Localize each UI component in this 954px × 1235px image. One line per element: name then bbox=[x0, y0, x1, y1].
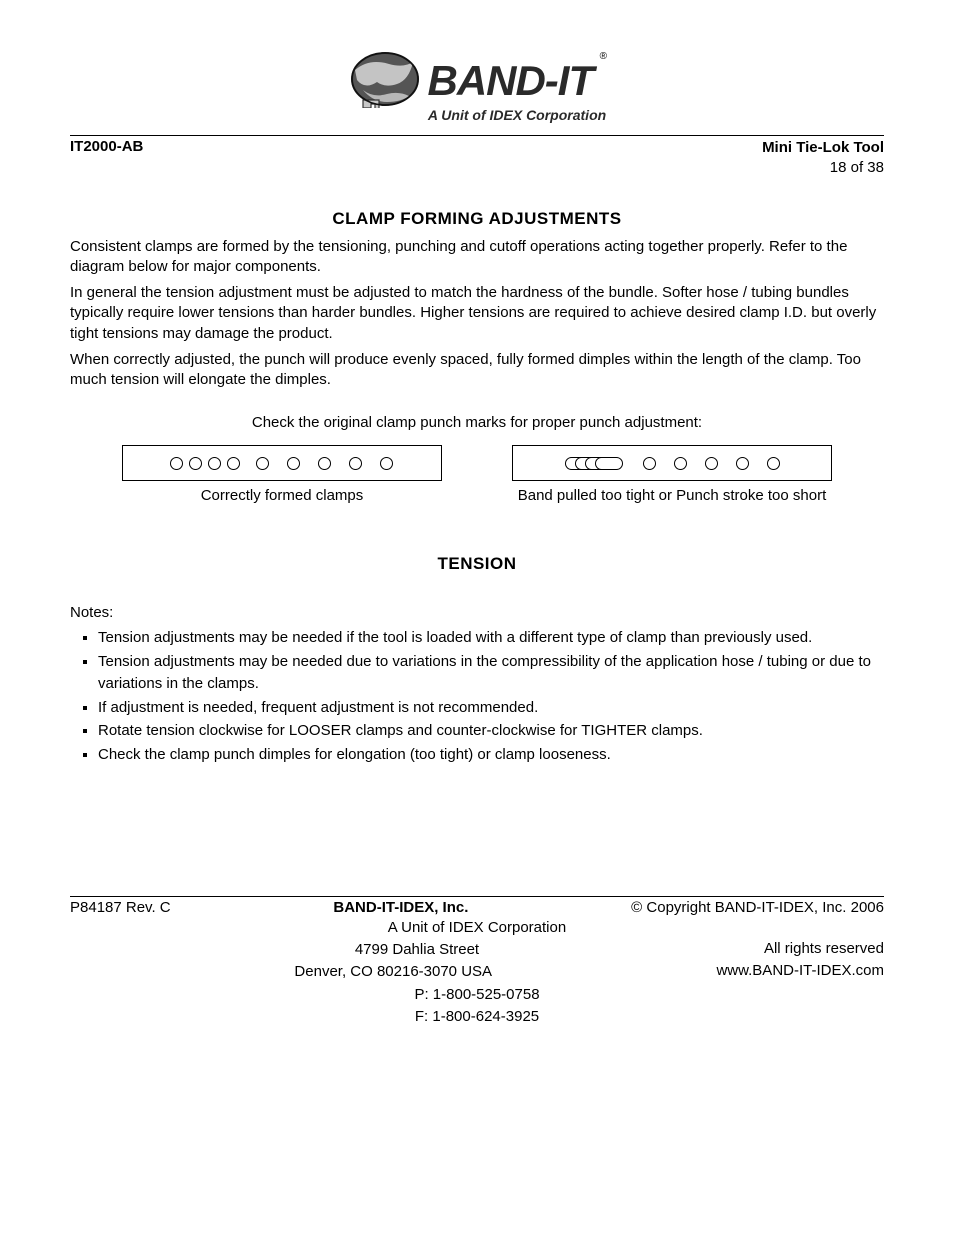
diagram-correct: Correctly formed clamps bbox=[122, 445, 442, 504]
footer-rights: All rights reserved bbox=[764, 940, 884, 960]
diagram-wrong-box bbox=[512, 445, 832, 481]
section1-title: CLAMP FORMING ADJUSTMENTS bbox=[70, 209, 884, 229]
dimple-icon bbox=[674, 457, 687, 470]
elongated-group-icon bbox=[565, 457, 625, 470]
page-count: 18 of 38 bbox=[762, 158, 884, 178]
dimple-icon bbox=[208, 457, 221, 470]
list-item: Rotate tension clockwise for LOOSER clam… bbox=[98, 720, 884, 742]
footer-addr2: 4799 Dahlia Street bbox=[355, 940, 479, 960]
dimple-icon bbox=[349, 457, 362, 470]
section1-p2: In general the tension adjustment must b… bbox=[70, 283, 884, 344]
dimple-icon bbox=[380, 457, 393, 470]
dimple-icon bbox=[767, 457, 780, 470]
centered-note: Check the original clamp punch marks for… bbox=[70, 414, 884, 431]
dimple-icon bbox=[189, 457, 202, 470]
logo-container: BAND-IT ® A Unit of IDEX Corporation bbox=[70, 50, 884, 125]
dimple-icon bbox=[170, 457, 183, 470]
logo-text: BAND-IT bbox=[427, 60, 593, 102]
notes-list: Tension adjustments may be needed if the… bbox=[98, 627, 884, 766]
dimple-icon bbox=[287, 457, 300, 470]
header-right: Mini Tie-Lok Tool 18 of 38 bbox=[762, 138, 884, 179]
list-item: Check the clamp punch dimples for elonga… bbox=[98, 744, 884, 766]
footer-url: www.BAND-IT-IDEX.com bbox=[716, 962, 884, 982]
section1-p1: Consistent clamps are formed by the tens… bbox=[70, 237, 884, 278]
diagram-wrong: Band pulled too tight or Punch stroke to… bbox=[512, 445, 832, 504]
footer-copyright: © Copyright BAND-IT-IDEX, Inc. 2006 bbox=[631, 899, 884, 916]
dimple-icon bbox=[705, 457, 718, 470]
logo: BAND-IT ® A Unit of IDEX Corporation bbox=[348, 50, 606, 122]
dimple-icon bbox=[318, 457, 331, 470]
notes-heading: Notes: bbox=[70, 604, 884, 621]
doc-code: IT2000-AB bbox=[70, 138, 143, 155]
list-item: Tension adjustments may be needed if the… bbox=[98, 627, 884, 649]
diagram-wrong-caption: Band pulled too tight or Punch stroke to… bbox=[512, 487, 832, 504]
registered-mark: ® bbox=[600, 51, 607, 62]
dimple-icon bbox=[643, 457, 656, 470]
list-item: Tension adjustments may be needed due to… bbox=[98, 651, 884, 695]
doc-title: Mini Tie-Lok Tool bbox=[762, 138, 884, 158]
page: BAND-IT ® A Unit of IDEX Corporation IT2… bbox=[0, 0, 954, 1235]
footer-fax: F: 1-800-624-3925 bbox=[415, 1007, 539, 1027]
section1-p3: When correctly adjusted, the punch will … bbox=[70, 350, 884, 391]
bottom-rule bbox=[70, 896, 884, 897]
footer-addr1: A Unit of IDEX Corporation bbox=[388, 918, 566, 938]
footer-doc: P84187 Rev. C bbox=[70, 899, 171, 916]
section2-title: TENSION bbox=[70, 554, 884, 574]
dimple-icon bbox=[256, 457, 269, 470]
diagram-correct-caption: Correctly formed clamps bbox=[122, 487, 442, 504]
list-item: If adjustment is needed, frequent adjust… bbox=[98, 697, 884, 719]
footer-phone: P: 1-800-525-0758 bbox=[414, 985, 539, 1005]
header-row: IT2000-AB Mini Tie-Lok Tool 18 of 38 bbox=[70, 138, 884, 179]
footer-addr3: Denver, CO 80216-3070 USA bbox=[294, 962, 492, 982]
dimple-icon bbox=[736, 457, 749, 470]
diagram-correct-box bbox=[122, 445, 442, 481]
footer: P84187 Rev. C BAND-IT-IDEX, Inc. © Copyr… bbox=[70, 896, 884, 1027]
diagram-row: Correctly formed clamps Band pulled too … bbox=[70, 445, 884, 504]
top-rule bbox=[70, 135, 884, 136]
footer-company: BAND-IT-IDEX, Inc. bbox=[333, 899, 468, 916]
dimple-icon bbox=[227, 457, 240, 470]
globe-icon bbox=[349, 50, 421, 112]
